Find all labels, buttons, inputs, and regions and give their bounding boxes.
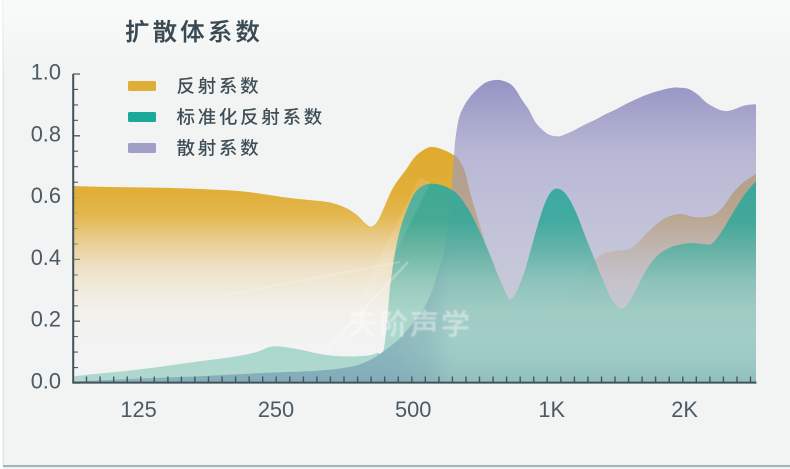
- svg-text:0.0: 0.0: [31, 369, 61, 394]
- svg-text:125: 125: [120, 397, 156, 422]
- svg-text:250: 250: [258, 397, 294, 422]
- svg-text:0.6: 0.6: [31, 183, 61, 208]
- svg-text:2K: 2K: [671, 397, 698, 422]
- svg-text:500: 500: [395, 397, 431, 422]
- svg-text:0.4: 0.4: [31, 245, 61, 270]
- svg-text:1.0: 1.0: [31, 60, 61, 85]
- svg-text:1K: 1K: [538, 397, 565, 422]
- svg-text:0.8: 0.8: [31, 121, 61, 146]
- svg-text:0.2: 0.2: [31, 307, 61, 332]
